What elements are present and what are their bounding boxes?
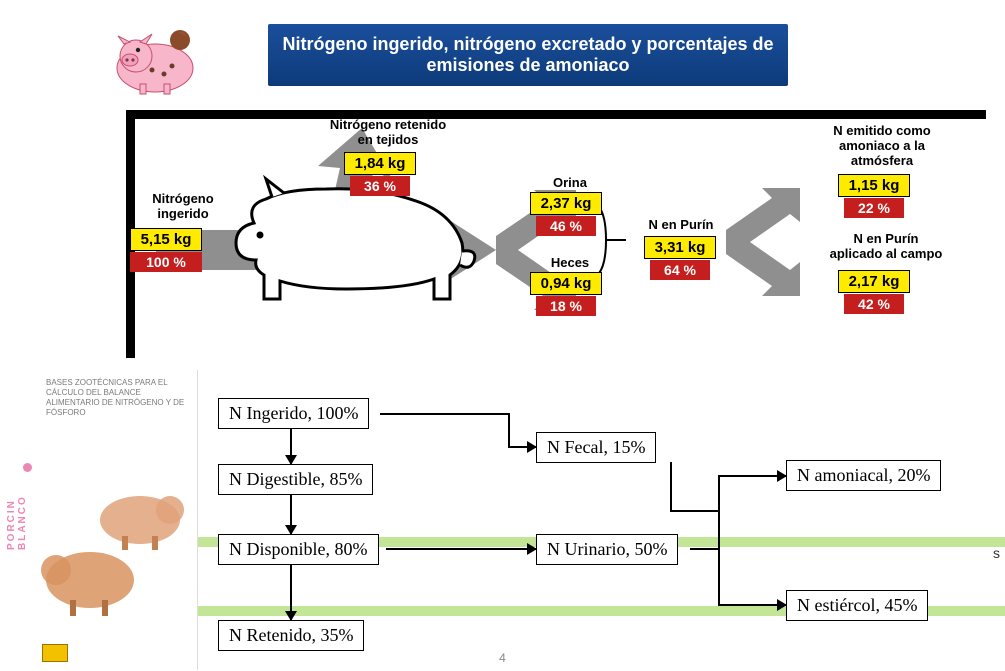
flow-retenido: N Retenido, 35%	[218, 620, 364, 651]
label-campo: N en Purín aplicado al campo	[816, 232, 956, 262]
pct-campo: 42 %	[844, 294, 904, 314]
pct-atmosfera: 22 %	[844, 198, 904, 218]
label-orina: Orina	[540, 176, 600, 191]
pct-orina: 46 %	[536, 216, 596, 236]
title-banner: Nitrógeno ingerido, nitrógeno excretado …	[268, 24, 788, 86]
label-atmosfera: N emitido como amoniaco a la atmósfera	[812, 124, 952, 169]
pct-heces: 18 %	[536, 296, 596, 316]
kg-campo: 2,17 kg	[838, 270, 910, 293]
kg-ingerido: 5,15 kg	[130, 228, 202, 251]
kg-retenido: 1,84 kg	[344, 152, 416, 175]
kg-purin: 3,31 kg	[644, 236, 716, 259]
kg-atmosfera: 1,15 kg	[838, 174, 910, 197]
cutoff-text: s	[993, 545, 1000, 561]
label-ingerido: Nitrógeno ingerido	[138, 192, 228, 222]
flow-urinario: N Urinario, 50%	[536, 534, 678, 565]
flow-digestible: N Digestible, 85%	[218, 464, 373, 495]
flow-disponible: N Disponible, 80%	[218, 534, 379, 565]
book-title: BASES ZOOTÉCNICAS PARA EL CÁLCULO DEL BA…	[46, 378, 186, 418]
flow-estiercol: N estiércol, 45%	[786, 590, 928, 621]
label-heces: Heces	[540, 256, 600, 271]
book-pigs-icon	[40, 470, 190, 630]
pig-cartoon-icon	[100, 20, 210, 100]
label-purin: N en Purín	[636, 218, 726, 233]
pct-purin: 64 %	[650, 260, 710, 280]
flow-ingerido: N Ingerido, 100%	[218, 398, 369, 429]
book-cover: PORCIN BLANCO BASES ZOOTÉCNICAS PARA EL …	[0, 370, 198, 670]
flow-amoniacal: N amoniacal, 20%	[786, 460, 941, 491]
pct-ingerido: 100 %	[130, 252, 202, 272]
kg-heces: 0,94 kg	[530, 272, 602, 295]
pct-retenido: 36 %	[350, 176, 410, 196]
kg-orina: 2,37 kg	[530, 192, 602, 215]
label-retenido: Nitrógeno retenido en tejidos	[308, 118, 468, 148]
page-number: 4	[499, 651, 506, 665]
title-text: Nitrógeno ingerido, nitrógeno excretado …	[278, 34, 778, 76]
flow-fecal: N Fecal, 15%	[536, 432, 656, 463]
book-spine-text: PORCIN BLANCO	[6, 495, 28, 550]
